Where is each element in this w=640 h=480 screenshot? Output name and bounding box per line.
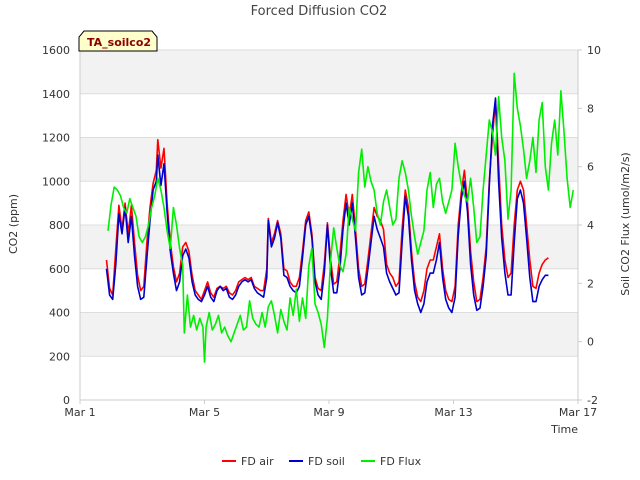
y2-tick-label: 8 <box>587 102 594 115</box>
grid-lines <box>80 49 578 401</box>
tick-labels: 0 200 400 600 800 1000 1200 1400 1600 -2 0 2 4 6 8 10 Ma… <box>42 44 601 419</box>
x-tick-label: Mar 17 <box>559 406 597 419</box>
legend-label: FD air <box>241 455 274 468</box>
x-axis-title: Time <box>550 423 578 436</box>
series-line-fd-flux <box>107 72 575 363</box>
chart-title: Forced Diffusion CO2 <box>251 4 388 19</box>
y-tick-label: 1400 <box>42 88 70 101</box>
y2-tick-label: 4 <box>587 219 594 232</box>
background-band <box>80 312 578 357</box>
y2-tick-label: -2 <box>587 394 598 407</box>
axes <box>79 49 582 404</box>
x-tick-label: Mar 13 <box>434 406 472 419</box>
legend: FD air FD soil FD Flux <box>222 455 422 468</box>
badge-label: TA_soilco2 <box>87 36 151 49</box>
x-tick-label: Mar 9 <box>313 406 344 419</box>
x-tick-label: Mar 1 <box>64 406 95 419</box>
y-tick-label: 200 <box>49 350 70 363</box>
background-band <box>80 50 578 94</box>
x-tick-label: Mar 5 <box>189 406 220 419</box>
y2-tick-label: 0 <box>587 336 594 349</box>
y2-tick-label: 2 <box>587 277 594 290</box>
y-tick-label: 800 <box>49 219 70 232</box>
legend-label: FD soil <box>308 455 345 468</box>
y-tick-label: 600 <box>49 263 70 276</box>
y2-axis-title: Soil CO2 Flux (umol/m2/s) <box>619 152 632 295</box>
y-tick-label: 400 <box>49 307 70 320</box>
y-tick-label: 1200 <box>42 132 70 145</box>
legend-label: FD Flux <box>380 455 422 468</box>
background-bands <box>80 50 578 357</box>
y-axis-title: CO2 (ppm) <box>7 194 20 254</box>
y2-tick-label: 6 <box>587 161 594 174</box>
series-line-fd-soil <box>105 97 549 314</box>
y-tick-label: 0 <box>63 394 70 407</box>
badge: TA_soilco2 <box>78 30 158 52</box>
y-tick-label: 1000 <box>42 175 70 188</box>
series-layer <box>105 72 575 363</box>
y2-tick-label: 10 <box>587 44 601 57</box>
y-tick-label: 1600 <box>42 44 70 57</box>
